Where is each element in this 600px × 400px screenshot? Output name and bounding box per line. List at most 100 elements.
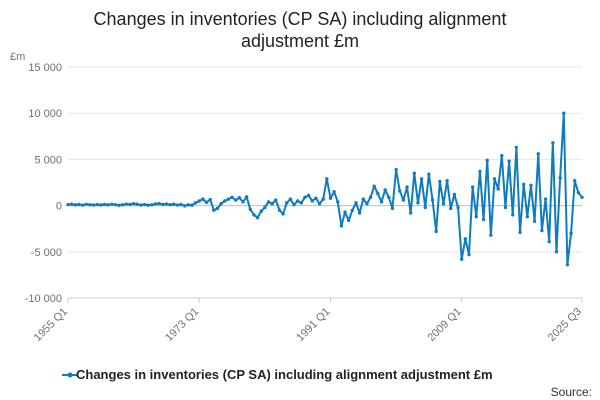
y-tick-label: -5 000 xyxy=(31,247,62,259)
y-axis: 15 000 10 000 5 000 0 -5 000 -10 000 xyxy=(25,62,62,305)
data-point xyxy=(521,182,526,187)
data-point xyxy=(580,195,584,199)
data-point xyxy=(117,203,121,208)
data-point xyxy=(332,190,336,194)
data-point xyxy=(215,206,220,211)
data-point xyxy=(529,183,533,187)
data-point xyxy=(438,179,442,184)
data-point xyxy=(237,196,242,200)
data-point xyxy=(277,208,282,212)
data-point xyxy=(139,203,143,207)
data-point xyxy=(270,202,274,206)
data-point xyxy=(146,203,150,207)
data-point xyxy=(223,199,227,203)
x-axis: 1955 Q1 1973 Q1 1991 Q1 2009 Q1 2025 Q3 xyxy=(32,297,584,344)
data-point xyxy=(197,199,201,203)
data-point xyxy=(317,202,322,206)
data-point xyxy=(252,213,256,217)
x-tick-label: 2009 Q1 xyxy=(425,306,463,344)
data-point xyxy=(193,201,198,205)
data-point xyxy=(536,152,540,156)
data-point xyxy=(543,197,548,201)
data-point xyxy=(449,206,453,211)
data-point xyxy=(412,171,417,175)
data-point xyxy=(69,202,74,206)
data-point xyxy=(357,211,362,215)
chart-title-line-1: Changes in inventories (CP SA) including… xyxy=(94,9,507,29)
data-point xyxy=(99,203,103,207)
data-point xyxy=(511,213,515,217)
data-point xyxy=(285,201,289,205)
y-tick-label: -10 000 xyxy=(25,293,62,305)
data-point xyxy=(478,169,482,174)
data-point xyxy=(481,217,486,222)
data-point xyxy=(292,202,296,207)
data-point xyxy=(467,252,471,257)
data-point xyxy=(233,198,238,202)
data-point xyxy=(390,206,395,211)
data-point xyxy=(248,207,252,211)
y-tick-label: 15 000 xyxy=(28,62,62,74)
data-point xyxy=(142,202,147,207)
data-point xyxy=(110,202,114,207)
data-point xyxy=(255,215,260,220)
data-point xyxy=(299,201,303,205)
data-point xyxy=(398,189,402,193)
data-point xyxy=(562,111,566,115)
data-point xyxy=(489,233,493,237)
data-point xyxy=(387,195,391,199)
data-point xyxy=(201,197,205,201)
series-layer xyxy=(66,111,584,267)
data-point xyxy=(88,203,92,207)
data-point xyxy=(263,205,267,210)
data-point xyxy=(325,177,329,181)
data-point xyxy=(427,172,431,176)
data-point xyxy=(128,202,132,207)
data-point xyxy=(423,205,427,210)
y-tick-label: 5 000 xyxy=(34,154,62,166)
x-tick-label: 1973 Q1 xyxy=(163,306,201,344)
data-point xyxy=(135,202,139,206)
data-point xyxy=(463,237,468,241)
data-point xyxy=(547,239,551,244)
data-point xyxy=(150,203,154,207)
data-point xyxy=(343,210,347,214)
data-point xyxy=(77,202,81,207)
data-point xyxy=(430,198,435,202)
y-axis-unit-label: £m xyxy=(10,51,25,63)
data-point xyxy=(259,209,263,213)
legend[interactable]: Changes in inventories (CP SA) including… xyxy=(62,367,493,382)
data-point xyxy=(576,190,581,195)
data-point xyxy=(102,202,107,207)
data-point xyxy=(554,250,559,254)
data-point xyxy=(470,185,475,189)
data-point xyxy=(172,202,176,206)
data-point xyxy=(379,200,384,204)
data-point xyxy=(416,201,420,205)
data-point xyxy=(113,202,118,207)
data-point xyxy=(314,196,318,200)
data-point xyxy=(514,145,519,150)
data-point xyxy=(452,192,457,197)
data-point xyxy=(441,202,446,206)
data-point xyxy=(354,201,358,205)
data-point xyxy=(306,193,311,198)
data-point xyxy=(288,197,293,201)
data-point xyxy=(336,200,340,204)
data-point xyxy=(208,197,212,202)
data-point xyxy=(492,177,497,181)
data-point xyxy=(401,198,406,202)
data-point xyxy=(558,176,562,180)
data-point xyxy=(131,202,136,206)
data-point xyxy=(321,197,325,201)
data-point xyxy=(540,228,544,233)
data-point xyxy=(73,203,77,207)
data-point xyxy=(434,229,438,234)
data-point xyxy=(350,208,355,212)
data-point xyxy=(485,158,489,163)
source-label: Source: xyxy=(551,385,592,399)
data-point xyxy=(168,203,172,207)
data-point xyxy=(339,224,344,228)
data-point xyxy=(507,159,511,163)
chart-title-line-2: adjustment £m xyxy=(241,31,359,51)
